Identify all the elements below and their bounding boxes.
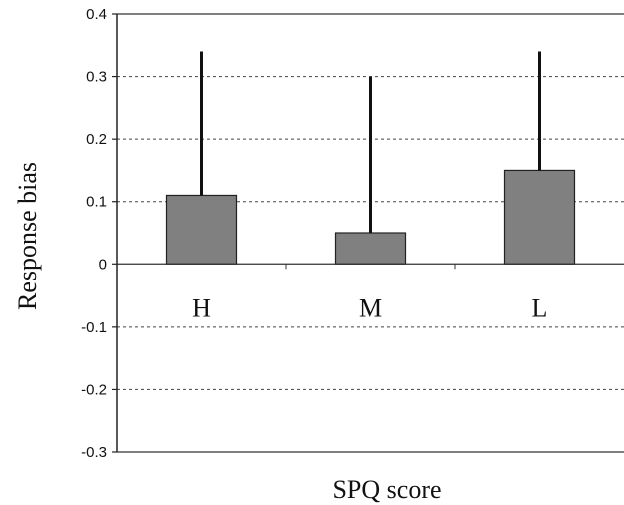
labels: H M L -0.3 -0.2 -0.1 0 0.1 0.2 0.3 0.4: [81, 6, 547, 461]
bars: [165, 169, 576, 265]
y-tick-label-0: -0.3: [81, 444, 107, 461]
x-axis-title: SPQ score: [332, 475, 441, 504]
y-tick-label-4: 0.1: [86, 194, 107, 211]
y-axis-title: Response bias: [13, 162, 42, 310]
y-tick-label-6: 0.3: [86, 69, 107, 86]
bar-H: [165, 194, 238, 265]
y-tick-label-3: 0: [99, 256, 107, 273]
bar-L: [503, 169, 576, 265]
category-label-M: M: [359, 293, 382, 322]
axes: [112, 13, 624, 453]
category-label-L: L: [532, 293, 548, 322]
category-label-H: H: [192, 293, 211, 322]
y-tick-label-5: 0.2: [86, 131, 107, 148]
error-bars: [200, 51, 541, 233]
y-tick-label-7: 0.4: [86, 6, 107, 23]
y-tick-label-2: -0.1: [81, 319, 107, 336]
y-tick-label-1: -0.2: [81, 381, 107, 398]
bar-M: [334, 232, 407, 265]
